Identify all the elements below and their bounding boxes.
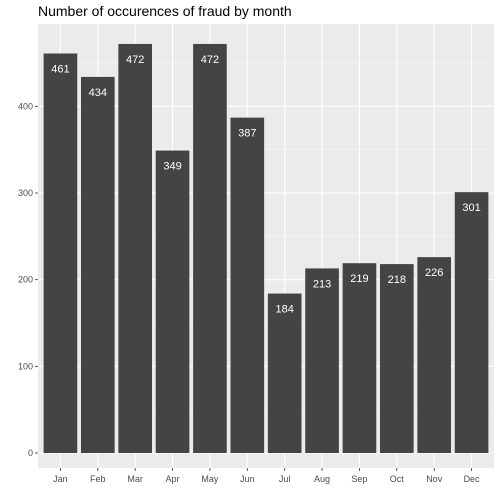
bar-sep <box>342 263 377 453</box>
data-label-dec: 301 <box>462 202 480 214</box>
x-tick-label-jun: Jun <box>240 474 255 484</box>
y-tick-label: 0 <box>28 448 33 458</box>
data-label-jan: 461 <box>51 63 69 75</box>
data-label-mar: 472 <box>126 54 144 66</box>
data-label-aug: 213 <box>313 278 331 290</box>
bar-jan <box>43 53 78 453</box>
x-tick-label-jul: Jul <box>279 474 291 484</box>
bars <box>43 43 489 454</box>
y-axis: 0 100 200 300 400 <box>18 101 38 458</box>
x-tick-label-dec: Dec <box>464 474 481 484</box>
x-tick-label-apr: Apr <box>166 474 180 484</box>
x-tick-label-sep: Sep <box>351 474 367 484</box>
bar-aug <box>305 268 339 453</box>
data-label-may: 472 <box>201 54 219 66</box>
bar-jun <box>230 117 265 454</box>
data-label-sep: 219 <box>350 273 368 285</box>
bar-oct <box>380 264 414 453</box>
y-tick-label: 100 <box>18 361 33 371</box>
y-tick-label: 300 <box>18 188 33 198</box>
bar-nov <box>417 257 452 453</box>
y-tick-label: 400 <box>18 101 33 111</box>
bar-mar <box>118 43 152 453</box>
x-axis: Jan Feb Mar Apr May Jun Jul Aug Sep Oct Nov Dec <box>53 468 480 484</box>
data-label-feb: 434 <box>89 87 107 99</box>
x-tick-label-oct: Oct <box>390 474 405 484</box>
bar-feb <box>80 76 115 453</box>
data-label-nov: 226 <box>425 267 443 279</box>
x-tick-label-nov: Nov <box>426 474 443 484</box>
x-tick-label-mar: Mar <box>127 474 143 484</box>
y-tick-label: 200 <box>18 275 33 285</box>
bar-apr <box>155 150 190 454</box>
data-label-jul: 184 <box>276 304 294 316</box>
bar-jul <box>267 293 302 453</box>
chart-title: Number of occurences of fraud by month <box>38 3 292 19</box>
data-labels: 461 434 472 349 472 387 184 213 219 218 226 301 <box>51 54 481 316</box>
x-tick-label-may: May <box>201 474 219 484</box>
x-tick-label-aug: Aug <box>314 474 330 484</box>
bar-may <box>193 43 227 453</box>
data-label-jun: 387 <box>238 128 256 140</box>
data-label-apr: 349 <box>163 161 181 173</box>
x-tick-label-jan: Jan <box>53 474 68 484</box>
x-tick-label-feb: Feb <box>90 474 106 484</box>
bar-dec <box>454 192 489 454</box>
data-label-oct: 218 <box>388 274 406 286</box>
